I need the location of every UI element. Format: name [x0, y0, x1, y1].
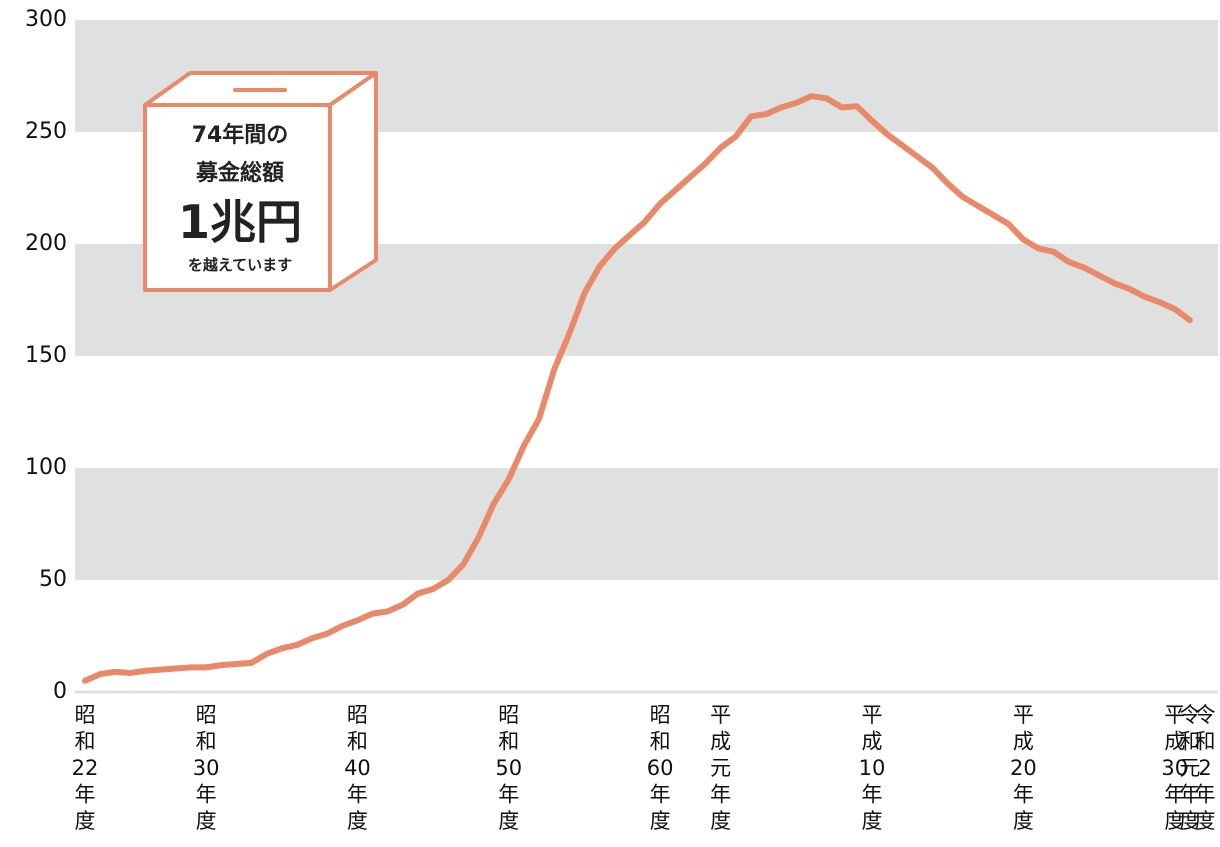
- x-tick-label: 昭和 40 年度: [344, 703, 371, 833]
- x-tick-label: 昭和 30 年度: [193, 703, 220, 833]
- x-tick-label: 昭和 60 年度: [647, 703, 674, 833]
- note-line: 募金総額: [195, 160, 284, 186]
- x-tick-label: 平成 10 年度: [859, 703, 886, 833]
- y-tick-label: 300: [25, 7, 67, 32]
- grid-band: [75, 468, 1218, 580]
- y-tick-label: 100: [25, 455, 67, 480]
- y-tick-label: 50: [39, 567, 67, 592]
- y-tick-label: 0: [53, 679, 67, 704]
- x-tick-label: 平成 30 年度: [1161, 703, 1188, 833]
- note-line: を越えています: [188, 256, 292, 274]
- x-tick-label: 令和 2 年度: [1195, 703, 1216, 833]
- y-tick-label: 150: [25, 343, 67, 368]
- note-line: 74年間の: [192, 122, 289, 148]
- box-front: [143, 103, 332, 292]
- y-tick-label: 200: [25, 231, 67, 256]
- box-side: [328, 71, 378, 292]
- x-tick-label: 昭和 22 年度: [72, 703, 99, 833]
- note-line: 1兆円: [178, 195, 302, 249]
- money-box: [143, 71, 378, 292]
- x-tick-label: 平成元年度: [710, 703, 731, 833]
- x-tick-label: 平成 20 年度: [1010, 703, 1037, 833]
- line: [82, 93, 1193, 684]
- x-tick-label: 昭和 50 年度: [495, 703, 522, 833]
- y-tick-label: 250: [25, 119, 67, 144]
- x-tick-label: 令和元年度: [1179, 703, 1200, 833]
